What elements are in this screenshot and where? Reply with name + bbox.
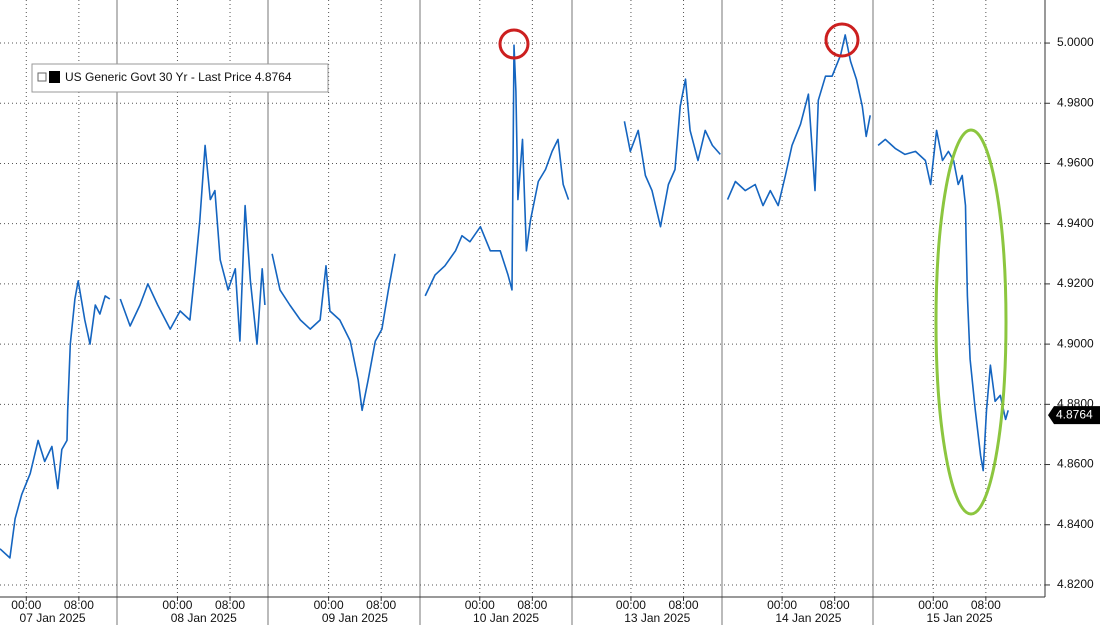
price-line [0, 34, 1009, 559]
legend: US Generic Govt 30 Yr - Last Price 4.876… [31, 63, 329, 93]
highlight-circle [498, 28, 530, 60]
y-tick-label: 4.9400 [1057, 216, 1094, 230]
date-label: 10 Jan 2025 [473, 611, 539, 625]
x-tick-label: 08:00 [366, 598, 396, 612]
date-label: 09 Jan 2025 [322, 611, 388, 625]
legend-toggle [37, 72, 47, 82]
x-tick-label: 08:00 [215, 598, 245, 612]
x-tick-label: 00:00 [11, 598, 41, 612]
y-tick-label: 4.9800 [1057, 95, 1094, 109]
x-tick-label: 00:00 [767, 598, 797, 612]
highlight-ellipse [934, 128, 1008, 516]
y-tick-label: 4.8600 [1057, 457, 1094, 471]
date-label: 08 Jan 2025 [171, 611, 237, 625]
x-tick-label: 00:00 [465, 598, 495, 612]
date-label: 13 Jan 2025 [624, 611, 690, 625]
legend-box [31, 63, 329, 93]
x-tick-label: 00:00 [162, 598, 192, 612]
legend-swatch [49, 71, 60, 83]
x-tick-label: 08:00 [517, 598, 547, 612]
last-price-label: 4.8764 [1056, 407, 1093, 421]
x-tick-label: 08:00 [971, 598, 1001, 612]
last-price-tag [1048, 406, 1100, 425]
plot-area [0, 0, 1045, 597]
y-tick-label: 4.9000 [1057, 336, 1094, 350]
x-tick-label: 00:00 [314, 598, 344, 612]
y-tick-label: 4.8200 [1057, 577, 1094, 591]
x-tick-label: 08:00 [820, 598, 850, 612]
x-tick-label: 00:00 [918, 598, 948, 612]
date-label: 07 Jan 2025 [20, 611, 86, 625]
x-tick-label: 08:00 [64, 598, 94, 612]
legend-label: US Generic Govt 30 Yr - Last Price 4.876… [65, 70, 292, 84]
x-tick-label: 00:00 [616, 598, 646, 612]
highlight-circle [824, 22, 860, 58]
y-tick-label: 4.9600 [1057, 156, 1094, 170]
y-tick-label: 4.9200 [1057, 276, 1094, 290]
y-tick-label: 5.0000 [1057, 35, 1094, 49]
y-tick-label: 4.8400 [1057, 517, 1094, 531]
day-separators [116, 0, 874, 625]
date-label: 14 Jan 2025 [775, 611, 841, 625]
date-label: 15 Jan 2025 [927, 611, 993, 625]
x-tick-label: 08:00 [669, 598, 699, 612]
